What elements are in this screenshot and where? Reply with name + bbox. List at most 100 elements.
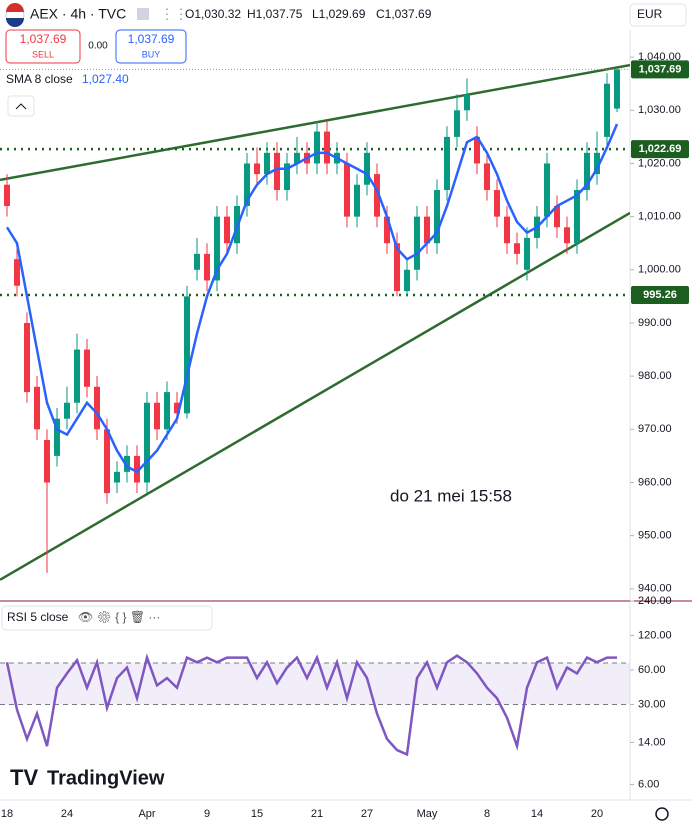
x-tick-label: 27 (361, 808, 373, 820)
ohlc-high: H1,037.75 (247, 7, 303, 21)
icon[interactable] (137, 8, 149, 20)
sma-line (5, 123, 619, 474)
buy-price[interactable]: 1,037.69 (128, 32, 175, 46)
candle-body (104, 429, 110, 494)
y-tick-label: 990.00 (638, 317, 672, 329)
candle-body (424, 216, 430, 244)
candle-body (134, 455, 140, 483)
trendline (0, 211, 630, 581)
candle-body (294, 152, 300, 164)
currency[interactable]: EUR (637, 7, 663, 21)
x-tick-label: 18 (1, 808, 13, 820)
sell-price[interactable]: 1,037.69 (20, 32, 67, 46)
candle-body (184, 296, 190, 414)
x-tick-label: 15 (251, 808, 263, 820)
buy-label[interactable]: BUY (142, 49, 161, 59)
candle-body (404, 269, 410, 292)
price-tag-label: 995.26 (643, 289, 677, 301)
x-tick-label: 21 (311, 808, 323, 820)
candle-body (4, 184, 10, 206)
candle-body (464, 94, 470, 111)
x-tick-label: May (417, 808, 438, 820)
ohlc-close: C1,037.69 (376, 7, 432, 21)
trendline (0, 63, 630, 182)
candle-body (314, 131, 320, 164)
candle-body (564, 227, 570, 244)
candle-body (514, 243, 520, 254)
candle-body (454, 110, 460, 137)
logo: TradingView (47, 767, 165, 789)
candle-body (594, 152, 600, 175)
candle-body (64, 402, 70, 419)
candle-body (554, 205, 560, 228)
ohlc-open: O1,030.32 (185, 7, 241, 21)
x-tick-label: 8 (484, 808, 490, 820)
candle-body (254, 163, 260, 175)
icon-dots[interactable]: ⋮⋮ (160, 6, 188, 22)
candle-body (244, 163, 250, 206)
y-tick-label: 14.00 (638, 736, 666, 748)
candle-body (174, 402, 180, 414)
candle-body (544, 163, 550, 217)
sma-legend: SMA 8 close (6, 72, 73, 86)
buy-button[interactable] (115, 29, 187, 64)
sell-label[interactable]: SELL (32, 49, 54, 59)
candle-body (84, 349, 90, 387)
candle-body (54, 418, 60, 456)
logo-mark: TV (10, 765, 38, 790)
candle-body (384, 216, 390, 244)
rsi-icons[interactable]: 👁 ⚙ { } 🗑 ··· (78, 610, 160, 624)
price-pane (0, 63, 630, 581)
x-tick-label: 14 (531, 808, 543, 820)
candle-body (614, 69, 620, 109)
flag-blue (6, 18, 24, 27)
candle-body (44, 439, 50, 483)
y-tick-label: 1,010.00 (638, 211, 681, 223)
y-tick-label: 6.00 (638, 778, 659, 790)
candle-body (34, 386, 40, 430)
candle-body (344, 163, 350, 217)
y-tick-label: 60.00 (638, 664, 666, 676)
settings-icon[interactable] (655, 807, 669, 821)
y-tick-label: 1,040.00 (638, 51, 681, 63)
candle-body (494, 190, 500, 217)
y-tick-label: 940.00 (638, 583, 672, 595)
candle-body (94, 386, 100, 430)
price-tag (631, 60, 689, 79)
price-tag-label: 1,037.69 (639, 63, 682, 75)
candle-body (204, 253, 210, 281)
candle-body (214, 216, 220, 281)
y-tick-label: 1,030.00 (638, 104, 681, 116)
collapse-button[interactable] (7, 95, 35, 117)
y-tick-label: 120.00 (638, 629, 672, 641)
candle-body (264, 152, 270, 175)
annotation: do 21 mei 15:58 (390, 486, 512, 505)
x-tick-label: 9 (204, 808, 210, 820)
currency-box[interactable] (629, 3, 687, 27)
candle-body (274, 152, 280, 191)
candle-body (504, 216, 510, 244)
candle-body (414, 216, 420, 270)
symbol[interactable]: AEX · 4h · TVC (30, 6, 126, 22)
candle-body (164, 392, 170, 430)
rsi-legend: RSI 5 close (7, 610, 69, 624)
candle-body (124, 455, 130, 472)
candle-body (434, 190, 440, 244)
candle-body (484, 163, 490, 191)
y-tick-label: 970.00 (638, 423, 672, 435)
candle-body (324, 131, 330, 164)
candle-body (144, 402, 150, 483)
sell-button[interactable] (5, 29, 81, 64)
y-tick-label: 240.00 (638, 595, 672, 607)
collapse-icon[interactable] (15, 103, 27, 110)
candle-body (364, 152, 370, 185)
price-tag-label: 1,022.69 (639, 143, 682, 155)
candle-body (444, 136, 450, 191)
candle-body (574, 190, 580, 244)
y-tick-label: 1,000.00 (638, 264, 681, 276)
ohlc-low: L1,029.69 (312, 7, 366, 21)
rsi-line (5, 653, 617, 757)
candle-body (284, 163, 290, 191)
